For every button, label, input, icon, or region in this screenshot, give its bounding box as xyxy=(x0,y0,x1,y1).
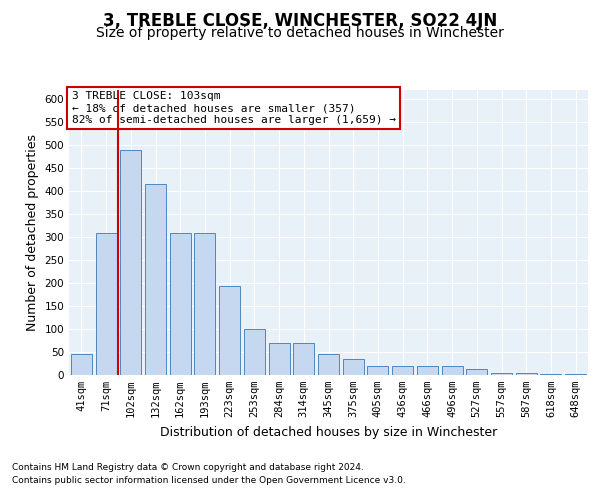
Bar xyxy=(244,329,265,375)
Text: Contains HM Land Registry data © Crown copyright and database right 2024.: Contains HM Land Registry data © Crown c… xyxy=(12,462,364,471)
Bar xyxy=(95,232,116,375)
Bar xyxy=(367,366,388,375)
Bar xyxy=(466,370,487,375)
Bar xyxy=(442,366,463,375)
Text: Distribution of detached houses by size in Winchester: Distribution of detached houses by size … xyxy=(160,426,497,439)
Bar xyxy=(392,366,413,375)
Text: 3, TREBLE CLOSE, WINCHESTER, SO22 4JN: 3, TREBLE CLOSE, WINCHESTER, SO22 4JN xyxy=(103,12,497,30)
Bar xyxy=(145,184,166,375)
Y-axis label: Number of detached properties: Number of detached properties xyxy=(26,134,39,331)
Bar xyxy=(491,372,512,375)
Bar xyxy=(318,354,339,375)
Bar xyxy=(120,150,141,375)
Bar xyxy=(516,372,537,375)
Bar xyxy=(343,359,364,375)
Bar xyxy=(293,343,314,375)
Bar xyxy=(71,354,92,375)
Bar xyxy=(541,374,562,375)
Bar xyxy=(269,343,290,375)
Text: Contains public sector information licensed under the Open Government Licence v3: Contains public sector information licen… xyxy=(12,476,406,485)
Text: Size of property relative to detached houses in Winchester: Size of property relative to detached ho… xyxy=(96,26,504,40)
Bar xyxy=(417,366,438,375)
Bar xyxy=(565,374,586,375)
Bar xyxy=(219,286,240,375)
Text: 3 TREBLE CLOSE: 103sqm
← 18% of detached houses are smaller (357)
82% of semi-de: 3 TREBLE CLOSE: 103sqm ← 18% of detached… xyxy=(71,92,395,124)
Bar xyxy=(170,232,191,375)
Bar xyxy=(194,232,215,375)
